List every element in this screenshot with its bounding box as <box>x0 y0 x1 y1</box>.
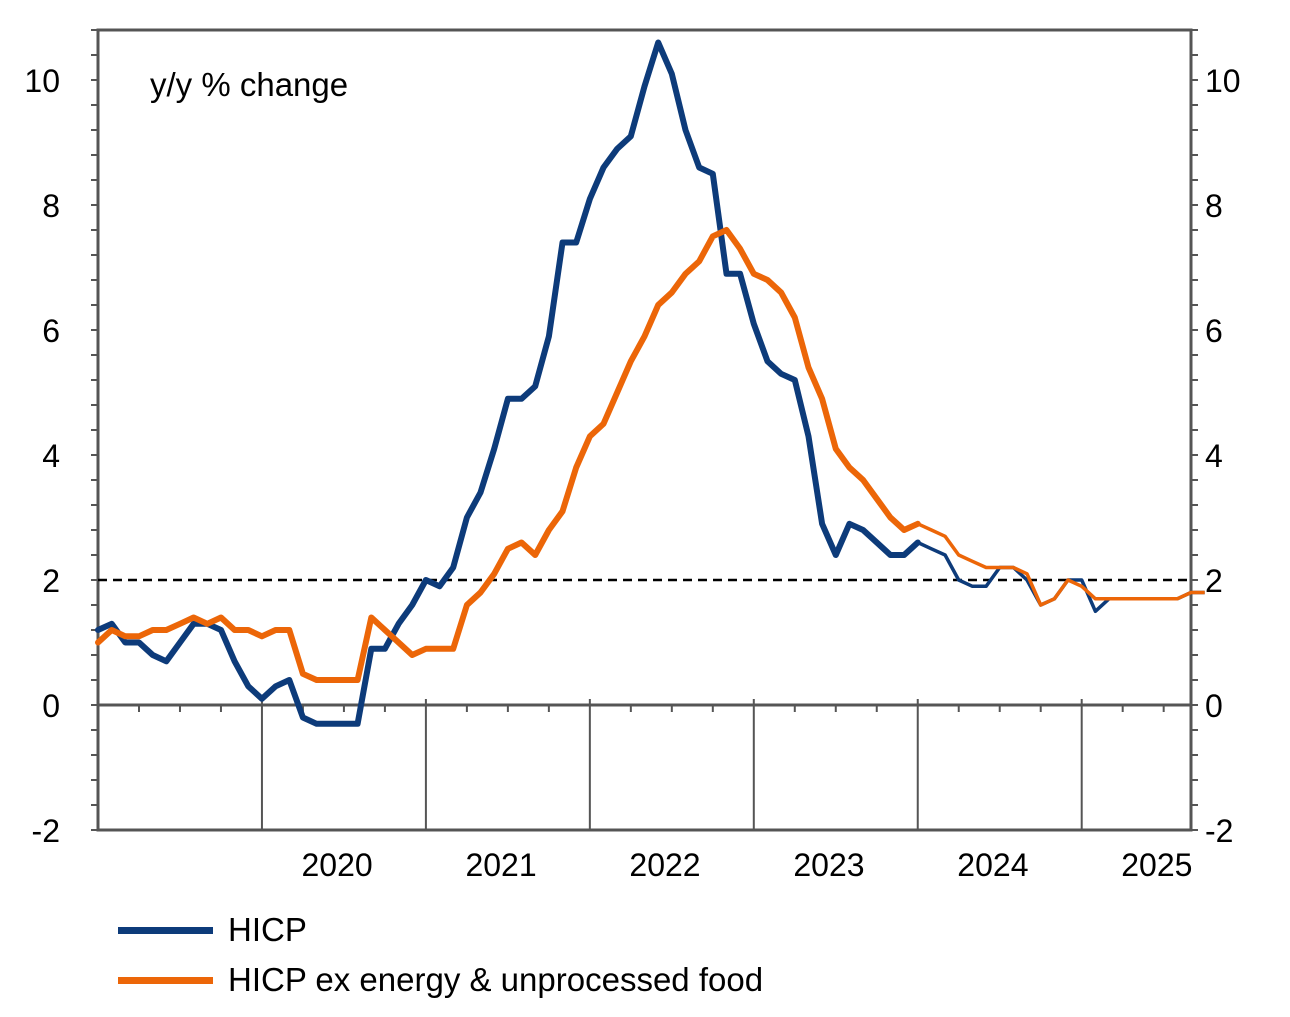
y-left-tick-label: 2 <box>42 563 60 599</box>
x-tick-label: 2025 <box>1121 847 1192 883</box>
y-right-tick-label: 2 <box>1205 563 1223 599</box>
y-right-tick-label: 10 <box>1205 63 1241 99</box>
x-tick-label: 2022 <box>629 847 700 883</box>
x-tick-label: 2023 <box>793 847 864 883</box>
x-tick-label: 2024 <box>957 847 1028 883</box>
legend: HICP HICP ex energy & unprocessed food <box>118 905 763 1005</box>
series-layer <box>95 39 1205 727</box>
series-line-1-recent <box>917 522 1205 607</box>
series-line-1 <box>95 227 921 683</box>
series-line-0 <box>95 39 921 727</box>
y-axis-left-labels: -2 0 2 4 6 8 10 <box>24 63 60 849</box>
y-right-tick-label: 6 <box>1205 313 1223 349</box>
legend-swatch-hicp <box>118 926 213 934</box>
series-line-0-recent <box>917 540 1205 614</box>
x-axis-labels: 2020 2021 2022 2023 2024 2025 <box>302 847 1193 883</box>
x-tick-label: 2021 <box>465 847 536 883</box>
y-axis-right-labels: -2 0 2 4 6 8 10 <box>1205 63 1241 849</box>
minor-ticks <box>91 29 1198 831</box>
legend-item-hicp: HICP <box>118 905 763 955</box>
x-axis-ticks <box>97 699 1165 830</box>
y-left-tick-label: -2 <box>32 813 60 849</box>
y-left-tick-label: 10 <box>24 63 60 99</box>
y-right-tick-label: 4 <box>1205 438 1223 474</box>
y-right-tick-label: 8 <box>1205 188 1223 224</box>
legend-label-hicp: HICP <box>228 911 307 948</box>
units-annotation: y/y % change <box>150 66 348 103</box>
y-right-tick-label: -2 <box>1205 813 1233 849</box>
y-left-tick-label: 6 <box>42 313 60 349</box>
y-right-tick-label: 0 <box>1205 688 1223 724</box>
legend-swatch-core <box>118 976 213 984</box>
x-tick-label: 2020 <box>302 847 373 883</box>
legend-label-core: HICP ex energy & unprocessed food <box>228 961 764 998</box>
legend-item-core: HICP ex energy & unprocessed food <box>118 955 763 1005</box>
y-left-tick-label: 0 <box>42 688 60 724</box>
y-left-tick-label: 4 <box>42 438 60 474</box>
y-left-tick-label: 8 <box>42 188 60 224</box>
